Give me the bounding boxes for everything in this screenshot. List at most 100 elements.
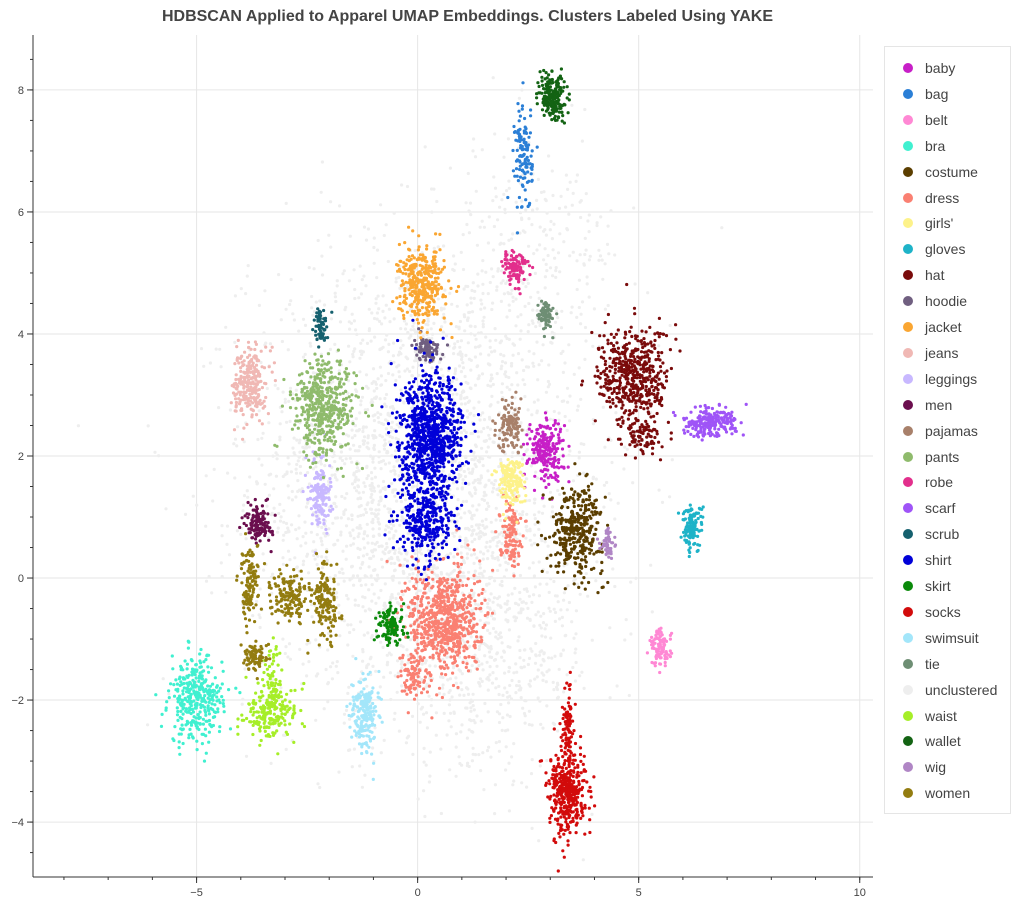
point: [304, 446, 308, 450]
point: [503, 671, 507, 675]
point: [505, 385, 509, 389]
point: [481, 322, 485, 326]
point: [391, 536, 395, 540]
point: [532, 437, 537, 441]
point: [539, 626, 543, 630]
point: [456, 561, 460, 566]
point: [242, 494, 247, 498]
point: [385, 333, 389, 337]
point: [339, 516, 343, 520]
point: [559, 326, 564, 330]
point: [454, 732, 458, 736]
point: [518, 656, 522, 660]
point: [503, 556, 507, 560]
point: [447, 432, 451, 436]
point: [399, 327, 403, 331]
point: [507, 375, 511, 380]
point: [378, 490, 382, 494]
point: [566, 400, 570, 404]
point: [649, 563, 653, 567]
point: [509, 697, 514, 701]
point: [590, 482, 594, 486]
point: [587, 213, 591, 217]
point: [532, 400, 537, 404]
point: [514, 691, 518, 695]
point: [505, 690, 509, 695]
point: [511, 295, 515, 299]
point: [357, 449, 361, 453]
point: [344, 399, 349, 403]
point: [473, 491, 477, 495]
point: [546, 544, 550, 548]
point: [504, 560, 508, 565]
point: [393, 561, 397, 566]
point: [503, 602, 507, 606]
point: [426, 323, 430, 327]
point: [399, 500, 403, 504]
point: [596, 591, 600, 595]
point: [352, 349, 356, 353]
point: [448, 677, 452, 681]
point: [496, 493, 500, 497]
point: [371, 554, 376, 558]
point: [594, 579, 598, 583]
point: [461, 583, 465, 588]
point: [202, 364, 206, 368]
point: [556, 488, 560, 493]
point: [454, 745, 458, 749]
point: [481, 319, 485, 323]
point: [573, 577, 578, 581]
point: [333, 291, 337, 295]
point: [207, 708, 211, 712]
point: [582, 471, 586, 475]
point: [496, 269, 500, 273]
point: [353, 598, 357, 602]
point: [381, 345, 385, 349]
point: [496, 218, 500, 222]
point: [323, 534, 327, 538]
point: [530, 826, 534, 831]
point: [529, 108, 533, 112]
point: [368, 484, 372, 488]
point: [461, 660, 465, 665]
point: [578, 253, 582, 257]
point: [573, 679, 578, 683]
point: [215, 691, 219, 695]
point: [519, 696, 523, 700]
point: [578, 514, 582, 518]
point: [348, 717, 352, 721]
point: [428, 664, 432, 668]
series-bag: [506, 81, 539, 235]
point: [529, 647, 533, 651]
point: [374, 669, 378, 673]
point: [397, 602, 401, 606]
point: [248, 475, 252, 479]
point: [185, 662, 189, 666]
point: [516, 129, 520, 133]
series-unclustered: [76, 76, 724, 862]
point: [533, 661, 538, 665]
point: [346, 597, 350, 601]
point: [297, 514, 301, 518]
point: [458, 319, 462, 324]
point: [446, 522, 450, 526]
point: [629, 632, 633, 636]
point: [369, 507, 374, 511]
point: [358, 349, 362, 353]
point: [367, 307, 371, 311]
point: [524, 699, 528, 703]
point: [582, 522, 586, 526]
point: [213, 676, 217, 680]
point: [451, 661, 455, 665]
point: [441, 330, 445, 334]
point: [272, 487, 276, 491]
point: [359, 292, 363, 296]
point: [205, 654, 209, 658]
point: [281, 474, 285, 479]
point: [477, 663, 481, 668]
point: [387, 440, 391, 444]
point: [536, 476, 540, 480]
point: [461, 267, 466, 272]
point: [539, 533, 544, 538]
